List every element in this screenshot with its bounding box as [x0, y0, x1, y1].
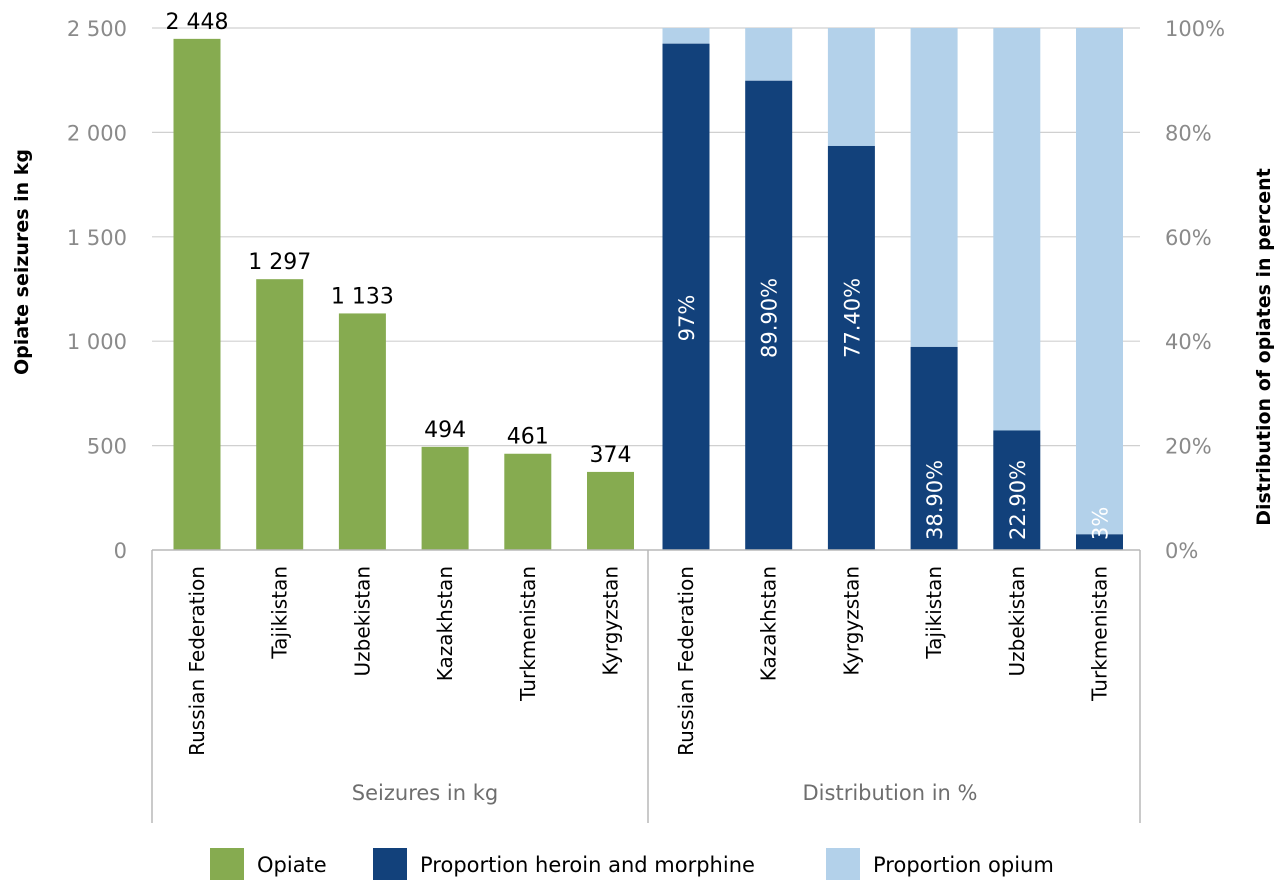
bar-opiate — [173, 38, 221, 550]
right-axis-title: Distribution of opiates in percent — [1253, 168, 1275, 526]
bar-heroin-morphine — [910, 346, 958, 550]
left-tick-label: 1 500 — [67, 226, 127, 250]
left-tick-label: 0 — [114, 539, 127, 563]
bar-opium — [662, 28, 710, 44]
bar-opium — [993, 28, 1041, 431]
bar-heroin-morphine — [662, 43, 710, 550]
group-label-distribution: Distribution in % — [803, 781, 978, 805]
data-label-opiate: 374 — [590, 443, 632, 468]
data-label-opiate: 1 133 — [331, 284, 394, 309]
bar-heroin-morphine — [1076, 534, 1123, 550]
legend-swatch — [210, 848, 244, 880]
category-label: Turkmenistan — [516, 566, 540, 702]
category-label: Kazakhstan — [433, 566, 457, 681]
category-label: Turkmenistan — [1088, 566, 1112, 702]
data-label-opiate: 1 297 — [248, 250, 311, 275]
legend-swatch — [826, 848, 860, 880]
bar-heroin-morphine — [745, 80, 793, 551]
category-label: Uzbekistan — [350, 566, 374, 676]
gridlines — [152, 27, 1140, 447]
category-label: Tajikistan — [922, 566, 946, 660]
right-tick-label: 40% — [1165, 330, 1212, 354]
bars — [173, 28, 1123, 551]
data-label-heroin-morphine: 38.90% — [923, 460, 947, 540]
bar-heroin-morphine — [827, 145, 875, 551]
category-label: Kyrgyzstan — [599, 566, 623, 676]
category-label: Russian Federation — [674, 566, 698, 756]
category-label: Tajikistan — [268, 566, 292, 660]
bar-opium — [745, 28, 793, 81]
bar-opium — [827, 28, 875, 146]
data-label-opiate: 494 — [424, 418, 466, 443]
bar-opiate — [338, 313, 386, 550]
bar-opium — [910, 28, 958, 347]
category-label: Kyrgyzstan — [839, 566, 863, 676]
left-tick-label: 1 000 — [67, 330, 127, 354]
legend: Opiate Proportion heroin and morphine Prop… — [210, 848, 1054, 880]
legend-label: Opiate — [257, 853, 327, 877]
data-label-heroin-morphine: 89.90% — [758, 278, 782, 358]
data-label-opiate: 2 448 — [166, 10, 229, 35]
category-label: Kazakhstan — [757, 566, 781, 681]
data-label-heroin-morphine: 3% — [1089, 507, 1113, 540]
bar-opiate — [504, 453, 552, 550]
data-label-opiate: 461 — [507, 425, 549, 450]
bar-heroin-morphine — [993, 430, 1041, 550]
left-tick-label: 2 000 — [67, 121, 127, 145]
right-tick-label: 60% — [1165, 226, 1212, 250]
right-tick-label: 0% — [1165, 539, 1198, 563]
data-label-heroin-morphine: 22.90% — [1006, 460, 1030, 540]
right-tick-label: 20% — [1165, 435, 1212, 459]
category-label: Uzbekistan — [1005, 566, 1029, 676]
right-tick-label: 100% — [1165, 17, 1225, 41]
left-axis-title: Opiate seizures in kg — [11, 149, 33, 375]
data-labels: 2 448 1 297 1 133 494 461 374 97% 89.90% 77.40% 3… — [166, 10, 1113, 540]
data-label-heroin-morphine: 97% — [675, 295, 699, 342]
bar-opiate — [587, 471, 634, 550]
left-tick-label: 2 500 — [67, 17, 127, 41]
legend-label: Proportion opium — [873, 853, 1054, 877]
left-tick-label: 500 — [87, 435, 127, 459]
axes: 0 500 1 000 1 500 2 000 2 500 0% 20% 40% 60% 80% 10… — [67, 17, 1225, 823]
bar-opiate — [421, 446, 469, 550]
category-label: Russian Federation — [185, 566, 209, 756]
bar-opium — [1076, 28, 1123, 535]
data-label-heroin-morphine: 77.40% — [840, 278, 864, 358]
right-tick-label: 80% — [1165, 121, 1212, 145]
group-label-seizures: Seizures in kg — [352, 781, 498, 805]
legend-swatch — [373, 848, 407, 880]
legend-label: Proportion heroin and morphine — [420, 853, 755, 877]
bar-opiate — [256, 279, 304, 550]
